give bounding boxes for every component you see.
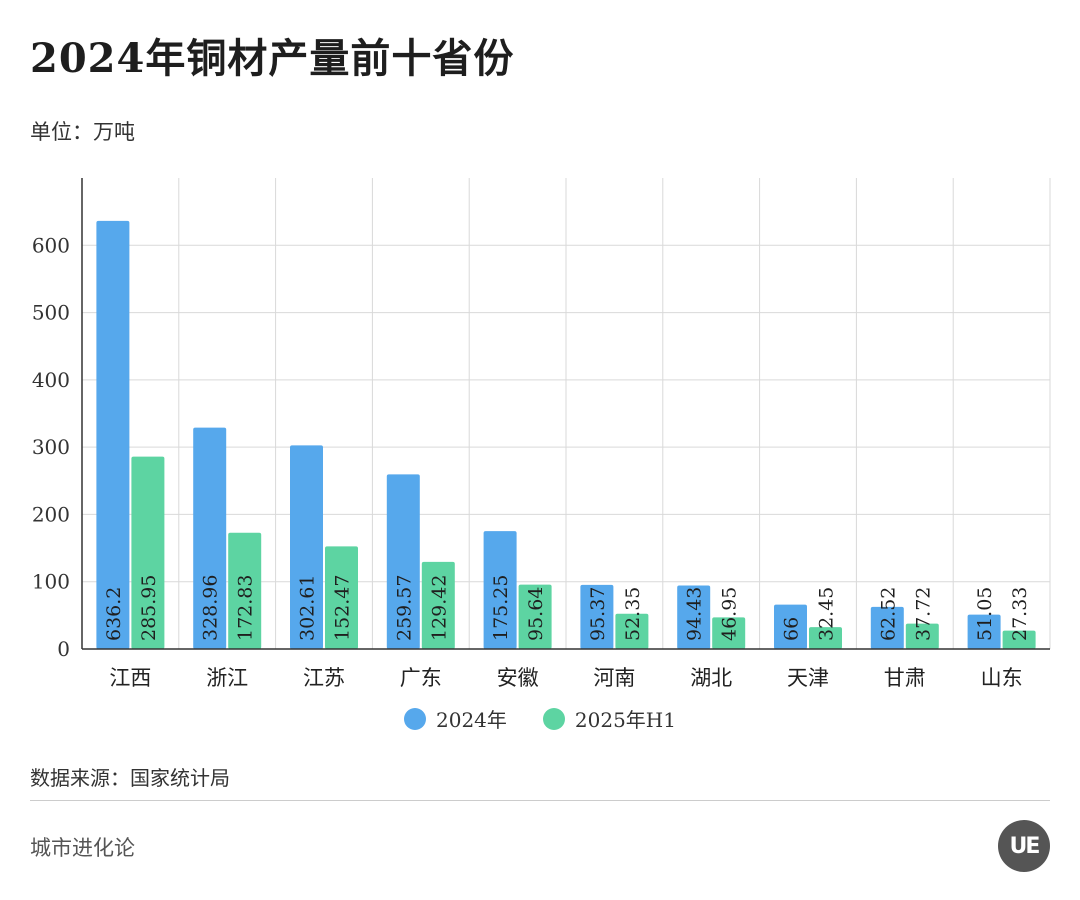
data-label: 52.35 <box>622 587 644 641</box>
bar <box>290 445 323 649</box>
bar <box>774 604 807 649</box>
bar <box>809 627 842 649</box>
legend-label-2024: 2024年 <box>436 708 507 732</box>
x-tick-label: 甘肃 <box>884 666 926 690</box>
chart-title: 2024年铜材产量前十省份 <box>30 35 515 82</box>
logo-text: UE <box>1009 833 1041 859</box>
bar <box>677 585 711 649</box>
y-tick-label: 600 <box>32 233 70 257</box>
bar <box>325 546 358 649</box>
bar <box>905 623 939 649</box>
bar <box>870 606 904 649</box>
brand-label: 城市进化论 <box>30 836 135 860</box>
y-tick-label: 400 <box>32 368 70 392</box>
data-label: 95.37 <box>587 587 609 641</box>
legend-swatch-2024 <box>404 707 426 730</box>
x-tick-label: 浙江 <box>206 666 248 690</box>
chart-area: 0 100 200 300 400 500 600 636.2 328.96 302.61 259.… <box>0 160 1080 700</box>
data-label: 302.61 <box>297 575 319 641</box>
legend: 2024年 2025年H1 <box>0 704 1080 733</box>
bar <box>386 474 420 649</box>
y-tick-label: 200 <box>32 502 70 526</box>
data-label: 636.2 <box>103 587 125 641</box>
bar <box>483 531 517 649</box>
legend-label-2025h1: 2025年H1 <box>574 708 676 732</box>
data-label: 172.83 <box>235 575 257 641</box>
bar <box>967 614 1001 649</box>
data-label: 94.43 <box>684 587 706 641</box>
x-tick-label: 江西 <box>109 666 151 690</box>
bar-chart: 0 100 200 300 400 500 600 636.2 328.96 302.61 259.… <box>32 178 1051 690</box>
legend-swatch-2025h1 <box>542 707 565 730</box>
x-tick-label: 湖北 <box>690 666 732 690</box>
x-tick-label: 山东 <box>981 666 1023 690</box>
bar <box>712 617 746 649</box>
bar <box>131 456 165 649</box>
x-tick-label: 广东 <box>400 666 442 690</box>
data-label: 175.25 <box>490 575 512 641</box>
unit-label: 单位：万吨 <box>30 120 135 144</box>
data-label: 285.95 <box>138 575 160 641</box>
x-tick-label: 河南 <box>593 666 635 690</box>
legend-item-2024[interactable]: 2024年 <box>404 704 507 733</box>
bar <box>193 427 227 649</box>
data-label: 32.45 <box>816 587 838 641</box>
data-label: 27.33 <box>1009 587 1031 641</box>
data-label: 51.05 <box>974 587 996 641</box>
bar <box>228 532 262 649</box>
x-tick-label: 安徽 <box>497 666 539 690</box>
data-label: 129.42 <box>428 575 450 641</box>
bar <box>421 561 455 649</box>
data-label: 46.95 <box>719 587 741 641</box>
data-label: 259.57 <box>393 575 415 641</box>
bar <box>580 584 614 649</box>
bar <box>96 220 130 649</box>
bar <box>1002 630 1036 649</box>
data-label: 152.47 <box>332 575 354 641</box>
y-tick-label: 0 <box>57 637 70 661</box>
legend-item-2025h1[interactable]: 2025年H1 <box>542 704 676 733</box>
data-label: 62.52 <box>877 587 899 641</box>
x-tick-label: 江苏 <box>303 666 345 690</box>
data-label: 328.96 <box>200 575 222 641</box>
bar <box>518 584 552 649</box>
y-tick-label: 100 <box>32 570 70 594</box>
source-label: 数据来源：国家统计局 <box>30 766 230 790</box>
y-tick-label: 500 <box>32 301 70 325</box>
bar <box>615 613 649 649</box>
data-label: 95.64 <box>525 587 547 641</box>
y-tick-label: 300 <box>32 435 70 459</box>
data-label: 66 <box>781 617 803 641</box>
divider <box>30 800 1050 801</box>
x-tick-label: 天津 <box>787 666 829 690</box>
brand-logo: UE <box>998 820 1050 872</box>
data-label: 37.72 <box>912 587 934 641</box>
